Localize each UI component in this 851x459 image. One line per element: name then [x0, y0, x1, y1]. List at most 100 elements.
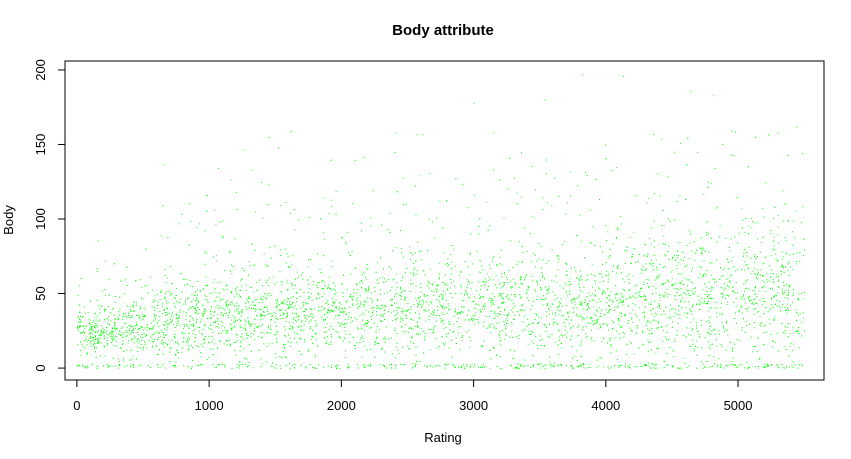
data-point — [251, 243, 253, 245]
data-point — [464, 292, 466, 294]
data-point — [467, 294, 468, 295]
data-point — [498, 307, 500, 309]
data-point — [239, 294, 241, 296]
data-point — [545, 262, 547, 264]
data-point — [222, 237, 224, 239]
data-point — [376, 305, 378, 307]
data-point — [513, 319, 515, 320]
data-point — [343, 323, 345, 325]
data-point — [168, 312, 170, 314]
data-point — [480, 272, 482, 274]
data-point — [515, 366, 517, 368]
data-point — [478, 281, 479, 283]
data-point — [691, 313, 693, 315]
data-point — [506, 314, 508, 316]
data-point — [428, 329, 430, 330]
data-point — [278, 309, 280, 311]
data-point — [577, 326, 579, 328]
data-point — [672, 366, 674, 368]
data-point — [635, 313, 636, 315]
data-point — [631, 330, 633, 331]
data-point — [415, 214, 417, 216]
data-point — [492, 293, 494, 295]
data-point — [118, 358, 119, 360]
data-point — [578, 284, 580, 286]
data-point — [655, 320, 657, 322]
data-point — [361, 230, 363, 232]
data-point — [97, 337, 99, 339]
data-point — [622, 301, 624, 303]
data-point — [404, 299, 406, 301]
data-point — [260, 313, 262, 315]
data-point — [154, 309, 155, 311]
data-point — [480, 311, 482, 313]
data-point — [292, 328, 293, 330]
data-point — [445, 307, 447, 309]
data-point — [607, 275, 609, 276]
data-point — [348, 315, 349, 317]
data-point — [583, 302, 585, 303]
data-point — [526, 293, 528, 295]
data-point — [137, 314, 139, 316]
data-point — [558, 259, 560, 261]
data-point — [678, 255, 679, 257]
data-point — [766, 364, 768, 366]
data-point — [436, 285, 438, 287]
data-point — [112, 331, 114, 333]
data-point — [328, 287, 330, 288]
data-point — [576, 277, 578, 279]
data-point — [719, 363, 721, 365]
data-point — [501, 264, 503, 266]
data-point — [409, 272, 411, 274]
data-point — [687, 301, 689, 303]
data-point — [548, 291, 550, 293]
data-point — [492, 257, 494, 259]
data-point — [213, 331, 215, 333]
data-point — [283, 312, 285, 314]
data-point — [542, 259, 544, 261]
data-point — [377, 262, 379, 264]
data-point — [91, 337, 93, 338]
data-point — [678, 310, 679, 312]
data-point — [162, 306, 164, 308]
data-point — [237, 308, 239, 309]
data-point — [87, 352, 88, 354]
data-point — [277, 319, 279, 321]
data-point — [643, 284, 645, 285]
data-point — [183, 337, 185, 339]
data-point — [253, 330, 255, 332]
data-point — [593, 320, 595, 322]
data-point — [638, 307, 640, 309]
data-point — [782, 288, 784, 290]
data-point — [339, 311, 341, 313]
y-axis-label: Body — [1, 205, 16, 235]
data-point — [400, 280, 402, 282]
data-point — [384, 336, 386, 338]
data-point — [95, 337, 97, 339]
data-point — [741, 298, 743, 300]
data-point — [239, 324, 241, 326]
data-point — [553, 280, 555, 282]
data-point — [128, 328, 130, 330]
data-point — [290, 329, 292, 331]
data-point — [103, 331, 105, 333]
data-point — [157, 364, 159, 366]
data-point — [609, 300, 611, 302]
data-point — [549, 337, 551, 339]
data-point — [92, 339, 94, 341]
data-point — [330, 365, 332, 367]
data-point — [132, 306, 134, 308]
data-point — [605, 158, 607, 160]
data-point — [284, 248, 286, 250]
data-point — [106, 318, 108, 319]
data-point — [414, 252, 416, 254]
data-point — [392, 319, 394, 321]
data-point — [85, 325, 87, 327]
data-point — [594, 313, 596, 315]
data-point — [597, 311, 599, 313]
data-point — [431, 302, 432, 304]
data-point — [344, 318, 346, 320]
data-point — [480, 297, 481, 299]
data-point — [311, 316, 313, 318]
data-point — [297, 319, 299, 321]
